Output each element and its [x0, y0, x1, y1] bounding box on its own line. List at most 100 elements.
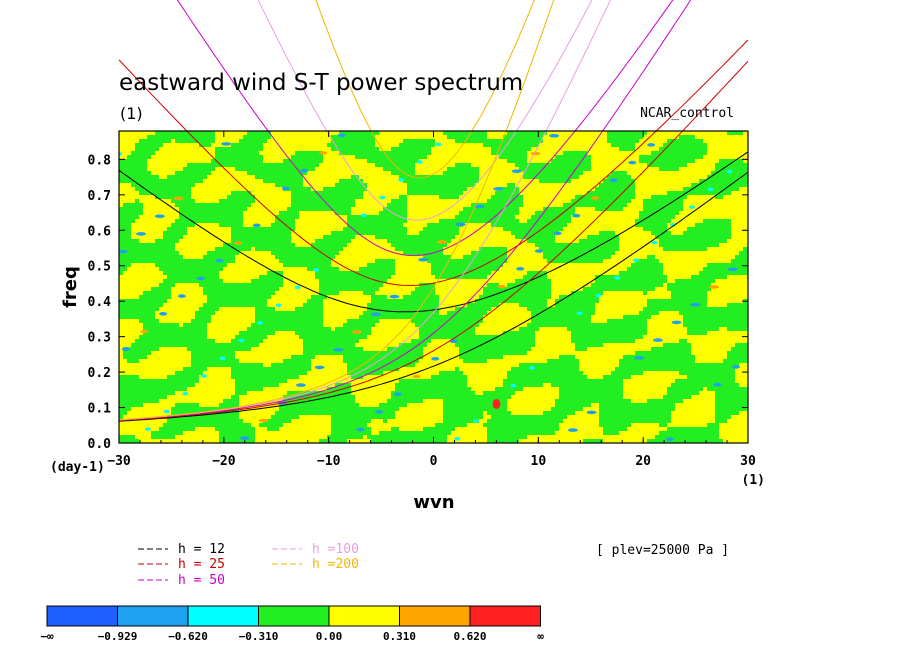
field-cell [407, 203, 412, 208]
field-cell [611, 235, 616, 240]
field-cell [203, 159, 208, 164]
field-cell [535, 195, 540, 200]
field-cell [391, 163, 396, 168]
field-cell [303, 231, 308, 236]
field-cell [435, 199, 440, 204]
field-cell [419, 243, 424, 248]
field-cell [587, 251, 592, 256]
field-cell [703, 135, 708, 140]
field-cell [387, 243, 392, 248]
field-cell [247, 215, 252, 220]
field-cell [719, 163, 724, 168]
field-cell [339, 223, 344, 228]
field-cell [563, 151, 568, 156]
field-cell [267, 187, 272, 192]
field-cell [715, 223, 720, 228]
field-cell [515, 155, 520, 160]
field-cell [159, 163, 164, 168]
field-cell [351, 131, 356, 136]
field-cell [547, 147, 552, 152]
field-cell [495, 235, 500, 240]
field-cell [591, 223, 596, 228]
field-cell [267, 143, 272, 148]
field-cell [699, 131, 704, 136]
field-cell [299, 195, 304, 200]
field-cell [483, 227, 488, 232]
field-cell [183, 139, 188, 144]
field-cell [375, 251, 380, 256]
field-cell [611, 151, 616, 156]
field-cell [263, 223, 268, 228]
field-cell [395, 239, 400, 244]
field-cell [235, 191, 240, 196]
field-cell [615, 171, 620, 176]
field-cell [563, 143, 568, 148]
field-cell [251, 143, 256, 148]
field-cell [539, 179, 544, 184]
field-cell [387, 171, 392, 176]
field-cell [447, 191, 452, 196]
field-cell [547, 163, 552, 168]
field-cell [279, 227, 284, 232]
field-cell [271, 159, 276, 164]
field-cell [451, 139, 456, 144]
field-cell [231, 223, 236, 228]
field-cell [719, 239, 724, 244]
field-cell [603, 211, 608, 216]
field-cell [691, 131, 696, 136]
field-cell [203, 203, 208, 208]
field-cell [219, 143, 224, 148]
field-cell [167, 239, 172, 244]
field-cell [119, 139, 124, 144]
field-cell [635, 215, 640, 220]
field-cell [295, 131, 300, 136]
field-cell [467, 235, 472, 240]
field-cell [411, 255, 416, 260]
field-cell [299, 255, 304, 260]
field-cell [135, 175, 140, 180]
field-cell [263, 155, 268, 160]
field-cell [327, 175, 332, 180]
field-cell [187, 251, 192, 256]
field-cell [515, 243, 520, 248]
field-cell [363, 191, 368, 196]
field-cell [467, 139, 472, 144]
field-cell [235, 183, 240, 188]
field-cell [251, 211, 256, 216]
field-cell [547, 191, 552, 196]
field-cell [383, 187, 388, 192]
field-cell [187, 227, 192, 232]
field-cell [199, 203, 204, 208]
field-cell [307, 187, 312, 192]
field-cell [359, 195, 364, 200]
field-cell [131, 211, 136, 216]
field-cell [119, 243, 124, 248]
field-cell [675, 247, 680, 252]
field-cell [135, 215, 140, 220]
field-cell [599, 187, 604, 192]
field-cell [383, 147, 388, 152]
field-cell [379, 143, 384, 148]
field-cell [559, 147, 564, 152]
field-cell [295, 231, 300, 236]
field-cell [291, 227, 296, 232]
field-cell [659, 135, 664, 140]
field-cell [307, 179, 312, 184]
field-cell [191, 191, 196, 196]
field-cell [191, 187, 196, 192]
field-cell [283, 231, 288, 236]
field-cell [463, 207, 468, 212]
field-cell [299, 215, 304, 220]
field-cell [211, 211, 216, 216]
field-cell [743, 227, 748, 232]
field-cell [447, 139, 452, 144]
field-cell [239, 223, 244, 228]
field-cell [599, 227, 604, 232]
field-cell [371, 183, 376, 188]
field-cell [359, 251, 364, 256]
field-cell [463, 247, 468, 252]
field-cell [531, 223, 536, 228]
field-cell [707, 171, 712, 176]
field-cell [275, 135, 280, 140]
field-cell [191, 143, 196, 148]
